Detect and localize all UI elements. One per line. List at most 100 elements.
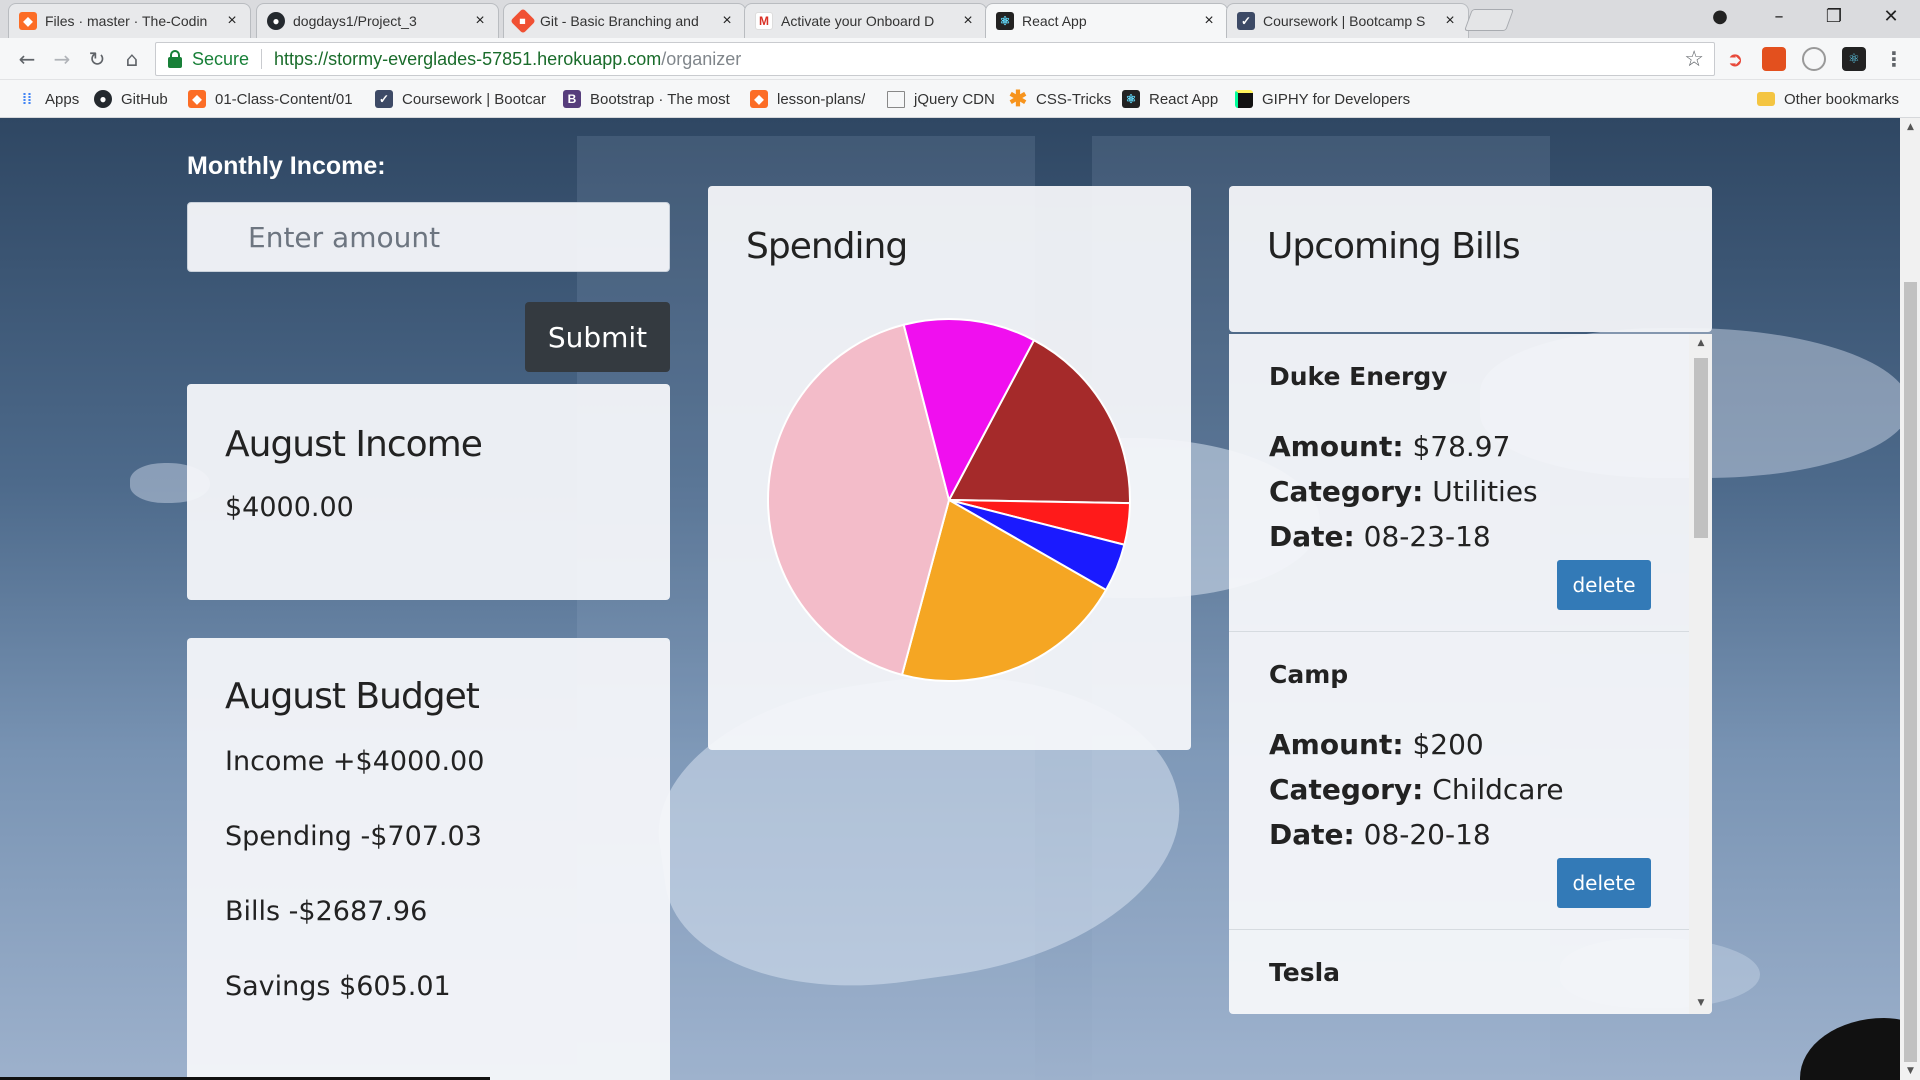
pie-slice-5[interactable]: [902, 318, 1036, 503]
bookmark-label: React App: [1149, 90, 1219, 108]
secure-label: Secure: [192, 48, 250, 69]
gitlab-icon: ◆: [188, 90, 206, 108]
shield-icon: ✓: [375, 90, 393, 108]
budget-bills: Bills -$2687.96: [225, 896, 428, 927]
close-icon[interactable]: ×: [1204, 12, 1214, 29]
apps-grid-icon: ⁞⁞: [22, 90, 32, 108]
bookmark-css-tricks[interactable]: ✱ CSS-Tricks: [1009, 80, 1111, 118]
bookmark-label: Coursework | Bootcar: [402, 90, 546, 108]
bookmark-label: lesson-plans/: [777, 90, 866, 108]
budget-income: Income +$4000.00: [225, 746, 485, 777]
tab-github-project[interactable]: ● dogdays1/Project_3 ×: [256, 3, 499, 38]
close-icon[interactable]: ×: [722, 12, 732, 29]
bookmark-react-app[interactable]: ⚛ React App: [1122, 80, 1218, 118]
pie-slice-4[interactable]: [767, 323, 951, 677]
bookmark-label: Bootstrap · The most: [590, 90, 730, 108]
close-icon[interactable]: ×: [475, 12, 485, 29]
tab-git-branching[interactable]: ◆ Git - Basic Branching and ×: [503, 3, 746, 38]
bookmark-label: 01-Class-Content/01: [215, 90, 353, 108]
close-icon[interactable]: ×: [227, 12, 237, 29]
tab-title: Git - Basic Branching and: [540, 13, 699, 29]
bookmark-label: CSS-Tricks: [1036, 90, 1112, 108]
page-viewport: Monthly Income: Submit August Income $40…: [0, 118, 1900, 1080]
bookmark-class-content[interactable]: ◆ 01-Class-Content/01: [188, 80, 360, 118]
bills-card-title: Upcoming Bills: [1267, 226, 1521, 267]
submit-button[interactable]: Submit: [525, 302, 670, 372]
profile-icon[interactable]: ●: [1712, 5, 1728, 27]
page-scrollbar[interactable]: ▲ ▼: [1900, 118, 1920, 1080]
extension-circle-icon[interactable]: [1802, 47, 1826, 71]
scroll-down-icon[interactable]: ▼: [1697, 998, 1705, 1008]
delete-button[interactable]: delete: [1557, 858, 1651, 908]
tab-title: Files · master · The-Codin: [45, 13, 208, 29]
gitlab-icon: ◆: [19, 12, 37, 30]
pie-slice-3[interactable]: [900, 498, 1108, 682]
tab-title: Activate your Onboard D: [781, 13, 935, 29]
minimize-icon[interactable]: –: [1774, 5, 1784, 27]
tab-gmail[interactable]: M Activate your Onboard D ×: [744, 3, 987, 38]
scroll-up-icon[interactable]: ▲: [1697, 338, 1705, 348]
close-icon[interactable]: ×: [963, 12, 973, 29]
extension-react-icon[interactable]: ⚛: [1842, 47, 1866, 71]
bookmarks-bar: ⁞⁞ Apps ● GitHub ◆ 01-Class-Content/01 ✓…: [0, 80, 1920, 118]
bookmark-jquery-cdn[interactable]: jQuery CDN: [887, 80, 995, 118]
category-label: Category:: [1269, 475, 1424, 508]
bookmark-other-bookmarks[interactable]: Other bookmarks: [1757, 80, 1899, 118]
gitlab-icon: ◆: [750, 90, 768, 108]
bill-category: Category: Childcare: [1269, 773, 1564, 806]
bookmark-lesson-plans[interactable]: ◆ lesson-plans/: [750, 80, 865, 118]
github-icon: ●: [94, 90, 112, 108]
browser-toolbar: ← → ↻ ⌂ Secure https://stormy-everglades…: [0, 38, 1920, 80]
tab-coursework[interactable]: ✓ Coursework | Bootcamp S ×: [1226, 3, 1469, 38]
new-tab-button[interactable]: [1463, 9, 1515, 31]
bills-list[interactable]: Duke Energy Amount: $78.97 Category: Uti…: [1229, 334, 1712, 1014]
bookmark-github[interactable]: ● GitHub: [94, 80, 168, 118]
category-value: Utilities: [1432, 475, 1538, 508]
amount-label: Amount:: [1269, 728, 1404, 761]
forward-icon[interactable]: →: [53, 47, 71, 71]
reload-icon[interactable]: ↻: [88, 47, 106, 71]
extension-office-icon[interactable]: [1762, 47, 1786, 71]
address-bar[interactable]: Secure https://stormy-everglades-57851.h…: [155, 42, 1715, 76]
home-icon[interactable]: ⌂: [125, 47, 139, 71]
bill-item: Tesla: [1229, 930, 1689, 1014]
amount-value: $200: [1412, 728, 1484, 761]
bill-date: Date: 08-23-18: [1269, 520, 1491, 553]
bill-name: Tesla: [1269, 958, 1341, 987]
close-icon[interactable]: ×: [1445, 12, 1455, 29]
scroll-up-icon[interactable]: ▲: [1907, 122, 1914, 132]
bookmark-giphy[interactable]: GIPHY for Developers: [1235, 80, 1410, 118]
extension-icon[interactable]: ➲: [1726, 47, 1744, 71]
tab-gitlab-files[interactable]: ◆ Files · master · The-Codin ×: [8, 3, 251, 38]
delete-button[interactable]: delete: [1557, 560, 1651, 610]
bookmark-coursework[interactable]: ✓ Coursework | Bootcar: [375, 80, 547, 118]
income-card-title: August Income: [225, 424, 483, 465]
bill-item: Camp Amount: $200 Category: Childcare Da…: [1229, 632, 1689, 930]
menu-icon[interactable]: ⋮: [1884, 47, 1904, 71]
back-icon[interactable]: ←: [18, 47, 36, 71]
scroll-thumb[interactable]: [1694, 358, 1708, 538]
gmail-icon: M: [755, 12, 773, 30]
giphy-icon: [1235, 90, 1253, 108]
bookmark-bootstrap[interactable]: B Bootstrap · The most: [563, 80, 733, 118]
scroll-thumb[interactable]: [1904, 282, 1917, 1062]
income-card: August Income $4000.00: [187, 384, 670, 600]
tab-react-app[interactable]: ⚛ React App ×: [985, 3, 1228, 38]
bill-amount: Amount: $78.97: [1269, 430, 1510, 463]
budget-savings: Savings $605.01: [225, 971, 451, 1002]
scroll-down-icon[interactable]: ▼: [1907, 1066, 1914, 1076]
divider: [261, 49, 263, 69]
income-input[interactable]: [187, 202, 670, 272]
bookmark-star-icon[interactable]: ☆: [1684, 46, 1704, 71]
tab-title: Coursework | Bootcamp S: [1263, 13, 1426, 29]
pie-slice-0[interactable]: [947, 338, 1131, 505]
restore-icon[interactable]: ❐: [1825, 5, 1843, 27]
bookmark-apps[interactable]: ⁞⁞ Apps: [18, 80, 79, 118]
bills-scrollbar[interactable]: ▲ ▼: [1689, 334, 1712, 1014]
spending-card: Spending: [708, 186, 1191, 750]
amount-value: $78.97: [1412, 430, 1511, 463]
close-window-icon[interactable]: ✕: [1883, 5, 1899, 27]
page-icon: [887, 90, 905, 108]
date-value: 08-20-18: [1363, 818, 1491, 851]
bill-name: Camp: [1269, 660, 1349, 689]
